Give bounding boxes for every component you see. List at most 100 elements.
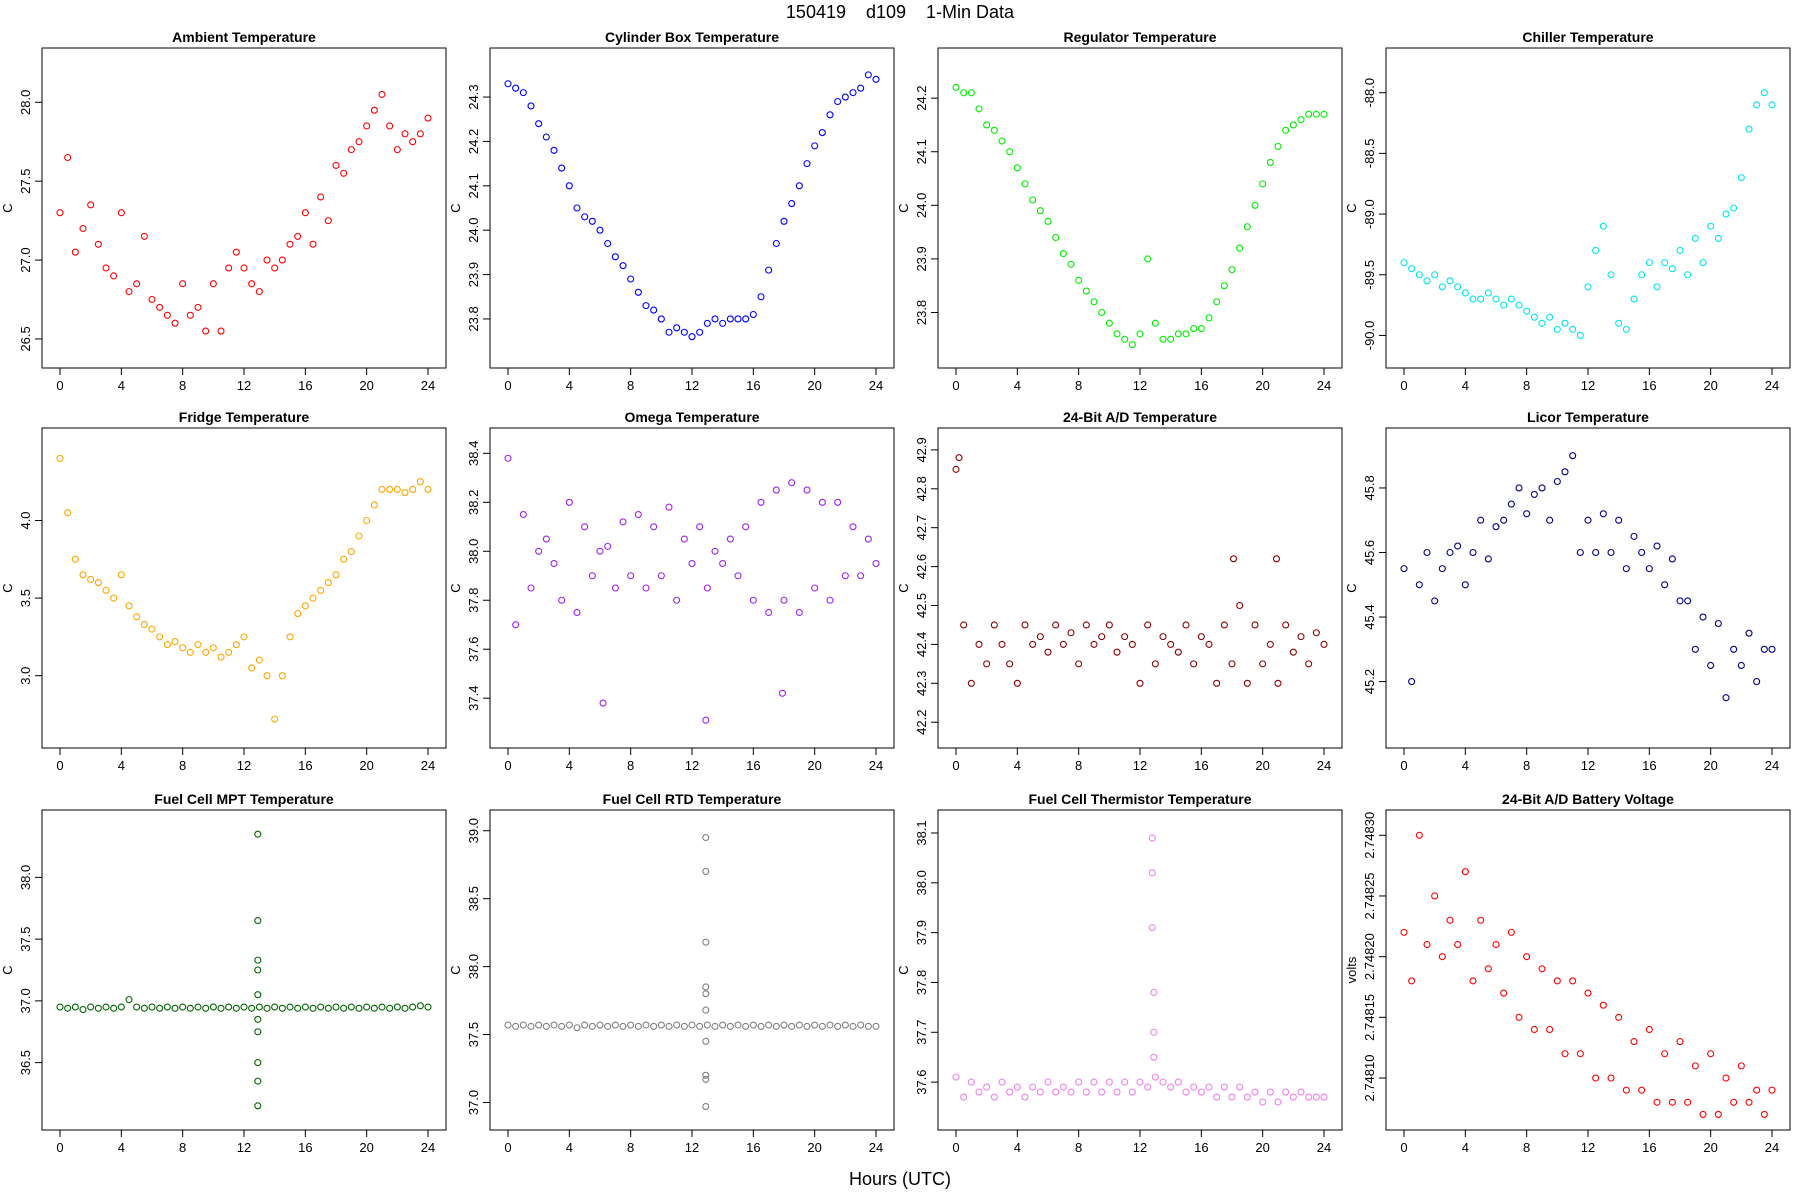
panel-12-ytick-label: 2.74815 [1362, 994, 1377, 1041]
panel-1-point [386, 122, 394, 130]
panel-7-point [1128, 640, 1136, 648]
panel-6-point [857, 572, 865, 580]
panel-6-point [749, 596, 757, 604]
panel-6-point [803, 486, 811, 494]
panel-7-point [1159, 633, 1167, 641]
panel-6-point [657, 572, 665, 580]
panel-9-outlier-point [254, 1028, 262, 1036]
panel-10-point [504, 1021, 512, 1029]
panel-4-point [1408, 265, 1416, 273]
panel-1-point [148, 295, 156, 304]
panel-9-frame [41, 809, 447, 1131]
panel-1-point [94, 240, 102, 248]
panel-5-xtick-label: 4 [118, 758, 125, 773]
panel-11-point [1021, 1093, 1029, 1101]
panel-11-point [1013, 1083, 1021, 1091]
panel-9-point [79, 1005, 87, 1014]
panel-6-point [542, 535, 550, 543]
panel-7-outlier-point [1229, 555, 1238, 563]
panel-4-point [1691, 234, 1699, 242]
panel-6-point [795, 608, 803, 617]
panel-11-point [1205, 1083, 1213, 1091]
panel-1-point [409, 138, 417, 146]
panel-5-point [186, 648, 194, 656]
panel-11-point [998, 1078, 1006, 1086]
panel-8-point [1592, 548, 1600, 557]
panel-4-y-label: C [1344, 203, 1359, 212]
panel-2-point [734, 315, 742, 323]
panel-7-xtick-label: 24 [1317, 758, 1331, 773]
panel-7-ytick-label: 42.7 [914, 515, 929, 540]
panel-3-ytick-label: 23.8 [914, 300, 929, 325]
panel-12-xtick-label: 12 [1581, 1140, 1595, 1155]
panel-11-ytick-label: 37.8 [914, 970, 929, 995]
panel-3-point [975, 105, 983, 113]
panel-1-point [217, 327, 225, 335]
panel-2-xtick-label: 16 [746, 378, 760, 393]
panel-3-ytick-label: 23.9 [914, 246, 929, 271]
panel-10-outlier-point [702, 983, 710, 991]
panel-10-frame [489, 809, 895, 1131]
panel-7-point [1282, 621, 1290, 629]
panel-1-point [225, 264, 233, 272]
panel-7-ytick-label: 42.6 [914, 554, 929, 579]
panel-3-point [1243, 223, 1251, 231]
panel-10-point [757, 1022, 765, 1030]
panel-5-point [56, 454, 64, 462]
panel-10-xtick-label: 8 [627, 1140, 634, 1155]
panel-11-point [1144, 1083, 1152, 1091]
panel-4-point [1684, 271, 1692, 279]
panel-1-point [117, 209, 125, 217]
panel-1-point [248, 280, 256, 288]
panel-3-point [1044, 217, 1052, 225]
panel-5-point [102, 586, 110, 594]
panel-4-title: Chiller Temperature [1522, 29, 1653, 45]
panel-5-point [87, 575, 95, 584]
panel-4-point [1737, 174, 1745, 182]
panel-3-point [990, 126, 998, 134]
panel-7-point [1305, 660, 1313, 668]
panel-5-point [79, 571, 87, 579]
panel-1: Ambient Temperature 0 4 8 12 16 20 24 26.5 27.0 27… [0, 29, 447, 393]
panel-2-ytick-label: 24.2 [466, 129, 481, 154]
panel-7-point [1105, 621, 1113, 629]
panel-4-point [1615, 319, 1623, 327]
panel-7-point [1312, 629, 1320, 637]
panel-9-point [125, 996, 133, 1004]
panel-5-point [324, 579, 332, 587]
panel-5-point [209, 644, 217, 652]
panel-8-point [1676, 597, 1684, 605]
panel-2-point [765, 266, 773, 274]
panel-2-point [680, 328, 688, 336]
panel-7-point [1006, 660, 1014, 668]
panel-4-point [1753, 101, 1761, 109]
panel-1-point [163, 311, 171, 319]
panel-11-xtick-label: 0 [952, 1140, 959, 1155]
panel-11-point [952, 1073, 960, 1081]
panel-12-point [1469, 977, 1477, 985]
panel-7-ytick-label: 42.3 [914, 671, 929, 696]
panel-7-xtick-label: 8 [1075, 758, 1082, 773]
panel-7-point [1059, 640, 1067, 648]
panel-5-point [370, 501, 378, 509]
panel-9-point [202, 1004, 210, 1012]
panel-8-point [1707, 661, 1715, 670]
panel-3-xtick-label: 16 [1194, 378, 1208, 393]
panel-12-point [1569, 977, 1577, 985]
panel-8-ytick-label: 45.8 [1362, 475, 1377, 500]
panel-6-point [757, 498, 765, 506]
panel-12-point [1730, 1098, 1738, 1106]
panel-3-point [1266, 158, 1274, 167]
panel-2-point [527, 102, 535, 110]
panel-9-xtick-label: 12 [237, 1140, 251, 1155]
panel-9-outlier-point [254, 956, 262, 964]
panel-11-point [1213, 1093, 1221, 1101]
panel-3-point [1297, 116, 1305, 124]
panel-12-point [1484, 965, 1492, 973]
panel-11-point [1136, 1078, 1144, 1086]
panel-5-ytick-label: 3.5 [18, 589, 33, 607]
panel-12-point [1584, 989, 1592, 997]
panel-8-title: Licor Temperature [1527, 409, 1649, 425]
panel-10-point [726, 1022, 734, 1030]
panel-11-point [1266, 1088, 1274, 1096]
